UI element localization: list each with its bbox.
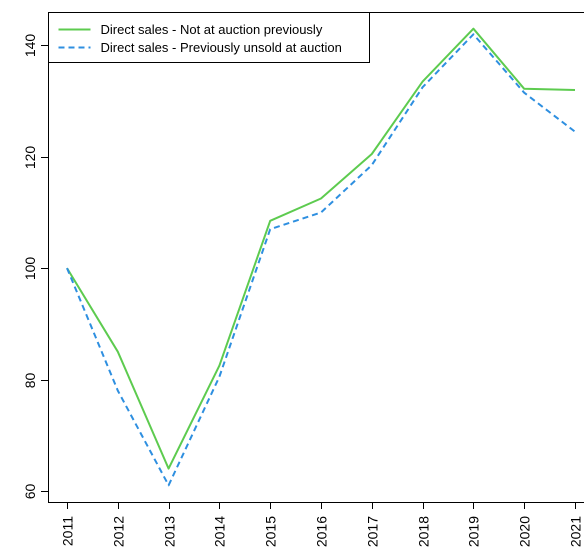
x-tick-label-2020: 2020 bbox=[517, 516, 533, 547]
y-axis: 60 80 100 120 140 bbox=[22, 34, 48, 500]
x-tick-label-2016: 2016 bbox=[314, 516, 330, 547]
plot-frame bbox=[48, 12, 584, 503]
legend-label-1: Direct sales - Not at auction previously bbox=[101, 22, 323, 37]
x-tick-label-2012: 2012 bbox=[111, 516, 127, 547]
x-tick-label-2017: 2017 bbox=[365, 516, 381, 547]
x-tick-label-2013: 2013 bbox=[162, 516, 178, 547]
x-tick-label-2021: 2021 bbox=[568, 516, 584, 547]
legend: Direct sales - Not at auction previously… bbox=[48, 12, 370, 63]
series-line-1 bbox=[66, 27, 576, 470]
legend-box bbox=[48, 12, 370, 63]
y-tick-label-140: 140 bbox=[22, 34, 38, 58]
y-tick-label-60: 60 bbox=[22, 484, 38, 500]
x-tick-label-2011: 2011 bbox=[60, 516, 76, 546]
plot-lines bbox=[66, 27, 576, 487]
x-tick-label-2014: 2014 bbox=[212, 516, 228, 547]
y-tick-label-80: 80 bbox=[22, 373, 38, 389]
x-tick-label-2018: 2018 bbox=[416, 516, 432, 547]
y-tick-label-120: 120 bbox=[22, 146, 38, 170]
x-axis: 2011 2012 2013 2014 2015 2016 2017 2018 2019 2020… bbox=[60, 502, 584, 547]
y-tick-label-100: 100 bbox=[22, 257, 38, 281]
x-tick-label-2015: 2015 bbox=[263, 516, 279, 547]
legend-label-2: Direct sales - Previously unsold at auct… bbox=[101, 40, 342, 55]
series-line-2 bbox=[66, 33, 576, 487]
x-tick-label-2019: 2019 bbox=[466, 516, 482, 547]
